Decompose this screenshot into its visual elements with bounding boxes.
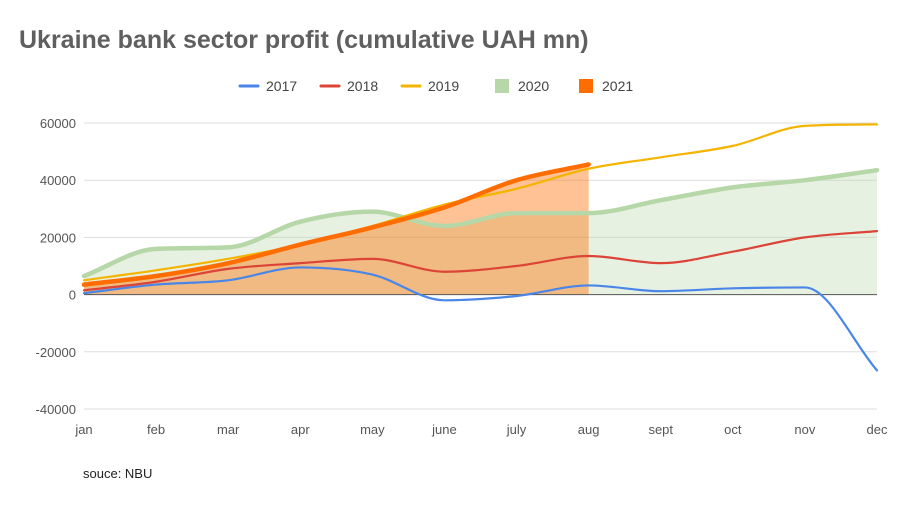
legend-swatch-2021 [579, 79, 593, 93]
chart-title: Ukraine bank sector profit (cumulative U… [19, 26, 589, 54]
series-line-2018 [82, 230, 879, 292]
x-tick-label-nov: nov [794, 422, 815, 437]
legend-label-2020: 2020 [518, 78, 549, 94]
series-line-2020 [81, 167, 880, 279]
y-tick-label: -20000 [36, 345, 76, 360]
x-axis-ticks: jan feb mar apr may june july aug sept oct nov dec [74, 422, 888, 437]
legend-item-2021[interactable]: 2021 [579, 78, 633, 94]
legend-item-2019[interactable]: 2019 [400, 78, 459, 94]
x-tick-label-mar: mar [217, 422, 240, 437]
source-note: souce: NBU [83, 466, 153, 481]
y-tick-label: 40000 [40, 173, 76, 188]
series-line-2019 [82, 123, 879, 282]
area-2021 [84, 164, 589, 295]
y-tick-label: 60000 [40, 116, 76, 131]
gridlines [84, 122, 877, 410]
legend-swatch-2020 [495, 79, 509, 93]
x-tick-label-jan: jan [74, 422, 92, 437]
series-lines [81, 123, 880, 372]
y-tick-label: 20000 [40, 230, 76, 245]
series-line-2021 [81, 162, 591, 287]
x-tick-label-sept: sept [648, 422, 673, 437]
x-tick-label-apr: apr [291, 422, 310, 437]
x-tick-label-aug: aug [578, 422, 600, 437]
legend-label-2019: 2019 [428, 78, 459, 94]
legend-item-2017[interactable]: 2017 [238, 78, 297, 94]
legend-label-2021: 2021 [602, 78, 633, 94]
x-tick-label-may: may [360, 422, 385, 437]
x-tick-label-oct: oct [724, 422, 742, 437]
x-tick-label-june: june [431, 422, 457, 437]
series-line-2017 [82, 266, 879, 372]
legend-label-2017: 2017 [266, 78, 297, 94]
x-tick-label-feb: feb [147, 422, 165, 437]
legend-item-2018[interactable]: 2018 [319, 78, 378, 94]
legend-item-2020[interactable]: 2020 [495, 78, 549, 94]
x-tick-label-july: july [506, 422, 527, 437]
legend-label-2018: 2018 [347, 78, 378, 94]
legend: 2017 2018 2019 2020 2021 [238, 78, 633, 94]
y-tick-label: 0 [69, 288, 76, 303]
y-axis-ticks: 60000 40000 20000 0 -20000 -40000 [36, 116, 76, 417]
x-tick-label-dec: dec [867, 422, 888, 437]
y-tick-label: -40000 [36, 402, 76, 417]
